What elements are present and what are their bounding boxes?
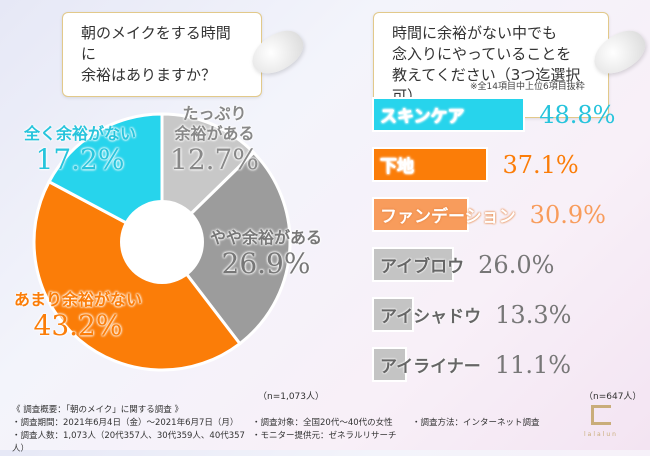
- bar: [372, 247, 454, 282]
- bar-value: 13.3%: [495, 300, 572, 329]
- question-line: 朝のメイクをする時間に: [81, 24, 231, 63]
- bar-label: アイライナー: [380, 357, 481, 377]
- bar-value: 11.1%: [494, 350, 572, 379]
- logo-text: lalalun: [584, 431, 618, 438]
- bar-label: 下地: [380, 157, 414, 177]
- bar-row: アイライナー 11.1%: [372, 347, 615, 382]
- bar: [372, 347, 407, 382]
- pie-label-plenty: たっぷり 余裕がある 12.7%: [170, 104, 259, 176]
- bar-label: スキンケア: [380, 107, 465, 127]
- survey-method: ・調査方法：インターネット調査: [412, 418, 540, 428]
- bar: [372, 97, 526, 132]
- bar-label: アイシャドウ: [380, 307, 482, 327]
- question-line: 時間に余裕がない中でも: [392, 24, 558, 42]
- bar-value: 30.9%: [529, 200, 606, 229]
- survey-target: ・調査対象：全国20代〜40代の女性: [252, 418, 393, 428]
- bar-row: ファンデーション 30.9%: [372, 197, 615, 232]
- slice-label: 全く余裕がない: [24, 124, 137, 143]
- slice-label: やや余裕がある: [210, 228, 323, 247]
- bar-label: アイブロウ: [380, 257, 465, 277]
- bar-value: 48.8%: [539, 100, 616, 129]
- survey-provider: ・モニター提供元：ゼネラルリサーチ: [252, 431, 397, 441]
- pie-label-little: あまり余裕がない 43.2%: [14, 290, 142, 342]
- pie-slice: [32, 179, 242, 372]
- bar-value: 37.1%: [502, 150, 579, 179]
- slice-label: あまり余裕がない: [14, 290, 143, 309]
- slice-value: 17.2%: [35, 143, 125, 176]
- survey-respondents: ・調査人数：1,073人（20代357人、30代359人、40代357人）: [12, 431, 245, 454]
- pie-label-some: やや余裕がある 26.9%: [210, 228, 322, 280]
- bar-value: 26.0%: [478, 250, 555, 279]
- slice-value: 12.7%: [170, 143, 259, 176]
- pie-slice: [159, 150, 292, 346]
- bar-row: アイブロウ 26.0%: [372, 247, 615, 282]
- bar-label: ファンデーション: [380, 207, 516, 227]
- brand-logo: lalalun: [584, 405, 618, 438]
- bar-chart: スキンケア 48.8% 下地 37.1% ファンデーション 30.9% アイブロウ 26.0%…: [372, 97, 615, 397]
- bar-row: アイシャドウ 13.3%: [372, 297, 615, 332]
- pie-question-box: 朝のメイクをする時間に 余裕はありますか？: [62, 12, 262, 97]
- bar: [372, 197, 470, 232]
- bar: [372, 297, 414, 332]
- bar: [372, 147, 489, 182]
- pie-center-hole: [120, 200, 204, 284]
- pie-sample-size: （n=1,073人）: [258, 392, 325, 402]
- pie-label-none: 全く余裕がない 17.2%: [24, 124, 136, 176]
- question-line: 念入りにやっていることを: [392, 45, 572, 63]
- slice-label: たっぷり: [182, 104, 247, 123]
- slice-value: 43.2%: [33, 309, 123, 342]
- survey-summary: 《 調査概要：「朝のメイク」に関する調査 》 ・調査期間：2021年6月4日（金…: [12, 404, 540, 456]
- logo-mark-icon: [591, 405, 611, 425]
- slice-value: 26.9%: [221, 247, 311, 280]
- question-line: 余裕はありますか？: [81, 66, 217, 84]
- bar-row: スキンケア 48.8%: [372, 97, 615, 132]
- slice-label: 余裕がある: [174, 124, 255, 143]
- survey-period: ・調査期間：2021年6月4日（金）〜2021年6月7日（月）: [12, 418, 239, 428]
- bar-row: 下地 37.1%: [372, 147, 615, 182]
- bar-sample-size: （n=647人）: [584, 392, 642, 402]
- pie-slice: [47, 112, 164, 245]
- bar-note: ※全14項目中上位6項目抜粋: [470, 82, 585, 92]
- survey-title: 《 調査概要：「朝のメイク」に関する調査 》: [12, 405, 183, 415]
